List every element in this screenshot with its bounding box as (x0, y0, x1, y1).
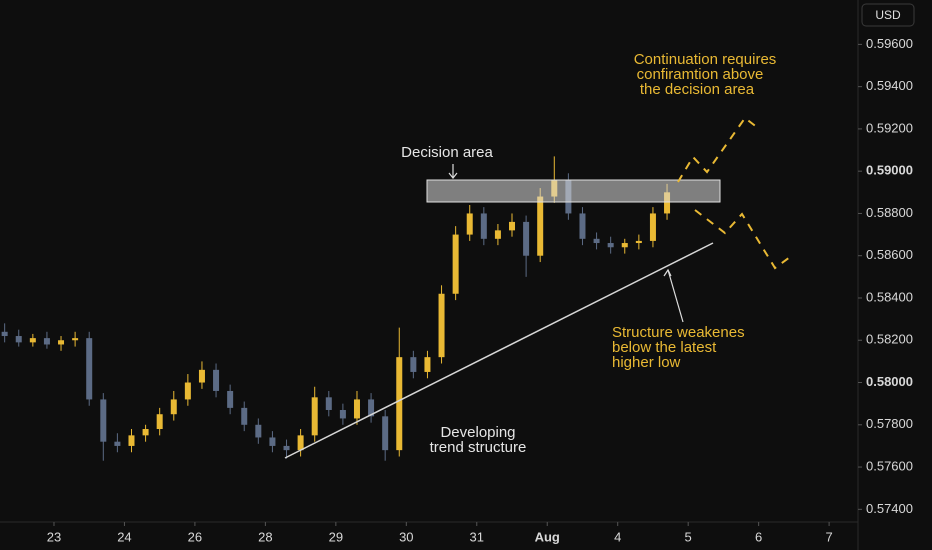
arrow (667, 269, 684, 323)
candle-body (382, 416, 389, 451)
candle-body (128, 435, 135, 446)
candle-body (311, 397, 318, 436)
x-tick-label: 6 (755, 529, 762, 544)
annotation: Continuation requires (634, 51, 777, 68)
candle-body (297, 435, 304, 451)
plot-area (1, 156, 671, 461)
candle-body (523, 221, 530, 256)
candle-body (1, 331, 8, 337)
x-tick-label: 28 (258, 529, 272, 544)
candle-body (396, 357, 403, 451)
y-tick-label: 0.59600 (866, 36, 913, 51)
annotation: confiramtion above (637, 66, 764, 83)
candle-body (494, 230, 501, 239)
candle-body (72, 338, 79, 341)
x-tick-label: 24 (117, 529, 131, 544)
candle-body (368, 399, 375, 417)
candle-body (410, 357, 417, 372)
drawings: Decision area Continuation requires conf… (284, 51, 791, 459)
candle-body (43, 338, 50, 345)
y-tick-label: 0.58400 (866, 289, 913, 304)
candle-body (438, 293, 445, 358)
x-tick-label: 30 (399, 529, 413, 544)
y-tick-label: 0.59400 (866, 78, 913, 93)
y-tick-label: 0.57400 (866, 501, 913, 516)
annotation: the decision area (640, 81, 755, 98)
candle-body (269, 437, 276, 446)
candle-body (255, 424, 262, 438)
annotation: Decision area (401, 144, 493, 161)
candle-body (607, 243, 614, 248)
currency-button[interactable] (861, 3, 915, 27)
candle-body (100, 399, 107, 442)
y-tick-label: 0.58600 (866, 247, 913, 262)
candle-body (184, 382, 191, 400)
candle-body (15, 336, 22, 343)
candle-body (424, 357, 431, 372)
annotation: below the latest (612, 339, 717, 356)
candle-body (593, 238, 600, 244)
candle-body (213, 369, 220, 391)
candle-body (198, 369, 205, 383)
decision-box (426, 179, 721, 203)
y-tick-label: 0.59200 (866, 120, 913, 135)
x-tick-label: 26 (188, 529, 202, 544)
candle-body (241, 407, 248, 425)
annotation: Structure weakenes (612, 324, 745, 341)
candle-body (579, 213, 586, 239)
x-tick-label: 31 (470, 529, 484, 544)
candle-body (339, 409, 346, 419)
candle-body (649, 213, 656, 241)
candle-body (325, 397, 332, 410)
candle-body (353, 399, 360, 419)
arrow-head (663, 268, 672, 277)
candle-body (156, 414, 163, 430)
x-tick-label: Aug (535, 529, 560, 544)
candle-body (86, 338, 93, 400)
candle-body (480, 213, 487, 239)
y-tick-label: 0.58200 (866, 332, 913, 347)
candle-body (509, 221, 516, 231)
annotation: Developing (440, 424, 515, 441)
currency-label[interactable]: USD (875, 8, 901, 22)
annotation: trend structure (430, 439, 527, 456)
candle-body (227, 390, 234, 408)
x-tick-label: 29 (329, 529, 343, 544)
projection-down (694, 209, 791, 270)
arrow-head (448, 172, 458, 179)
y-tick-label: 0.59000 (866, 163, 913, 178)
x-tick-label: 7 (825, 529, 832, 544)
trend-line (284, 242, 714, 459)
y-tick-label: 0.57800 (866, 416, 913, 431)
candle-body (170, 399, 177, 415)
x-tick-label: 5 (685, 529, 692, 544)
candle-body (537, 196, 544, 256)
x-tick-label: 4 (614, 529, 621, 544)
candle-body (635, 240, 642, 244)
candle-body (452, 234, 459, 294)
candle-body (621, 243, 628, 248)
candle-body (29, 338, 36, 343)
projection-up (677, 116, 759, 183)
annotation: higher low (612, 354, 681, 371)
y-tick-label: 0.58800 (866, 205, 913, 220)
candle-body (664, 192, 671, 214)
y-tick-label: 0.57600 (866, 458, 913, 473)
candle-body (114, 441, 121, 446)
candle-body (142, 429, 149, 436)
y-tick-label: 0.58000 (866, 374, 913, 389)
candle-body (58, 340, 65, 345)
candle-body (466, 213, 473, 235)
x-tick-label: 23 (47, 529, 61, 544)
candle-body (283, 445, 290, 451)
